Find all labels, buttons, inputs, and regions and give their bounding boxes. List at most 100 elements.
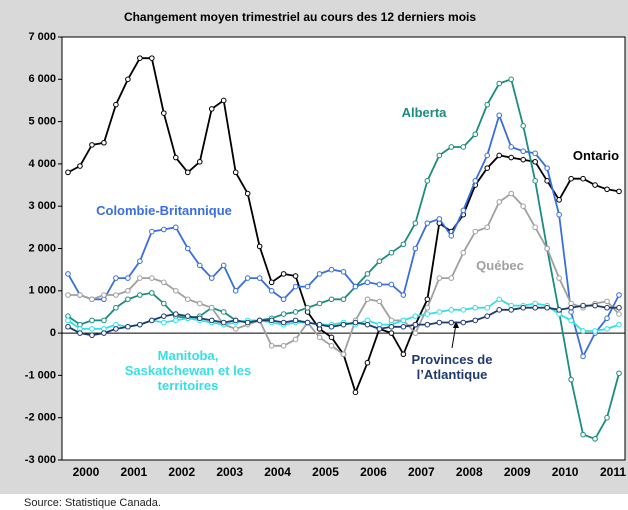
- point: [208, 317, 215, 324]
- point: [580, 328, 586, 334]
- point: [196, 262, 203, 269]
- point: [328, 266, 335, 273]
- point: [616, 304, 622, 311]
- point: [280, 311, 287, 317]
- point: [376, 258, 383, 264]
- point: [196, 315, 203, 322]
- point: [101, 292, 107, 298]
- x-tick-label: 2009: [504, 465, 531, 479]
- point: [220, 309, 227, 315]
- point: [280, 342, 287, 349]
- point: [77, 292, 83, 298]
- point: [256, 243, 263, 250]
- point: [556, 275, 562, 281]
- point: [113, 101, 119, 108]
- point: [65, 317, 71, 324]
- point: [472, 317, 479, 324]
- point: [184, 313, 191, 319]
- point: [616, 292, 622, 298]
- point: [220, 262, 227, 269]
- point: [436, 152, 443, 159]
- point: [304, 283, 311, 290]
- point: [520, 203, 526, 209]
- point: [65, 271, 71, 277]
- point: [460, 307, 467, 313]
- point: [388, 323, 395, 330]
- x-tick-label: 2000: [73, 465, 100, 479]
- x-tick-label: 2007: [408, 465, 435, 479]
- point: [388, 281, 395, 288]
- source: Source: Statistique Canada.: [24, 497, 161, 509]
- point: [532, 304, 538, 311]
- point: [328, 323, 335, 330]
- point: [89, 317, 95, 324]
- point: [544, 304, 550, 311]
- point: [244, 190, 251, 197]
- point: [137, 292, 143, 298]
- point: [149, 275, 155, 281]
- point: [280, 296, 287, 303]
- point: [424, 220, 431, 226]
- point: [256, 317, 263, 324]
- series-label: Ontario: [572, 148, 620, 163]
- point: [472, 178, 479, 184]
- point: [436, 309, 443, 315]
- point: [149, 228, 155, 235]
- y-tick-label: 0: [50, 327, 56, 339]
- point: [520, 304, 526, 311]
- point: [149, 317, 155, 324]
- point: [412, 220, 419, 226]
- point: [125, 288, 131, 294]
- point: [484, 165, 491, 171]
- point: [244, 275, 251, 281]
- point: [496, 80, 503, 87]
- point: [496, 199, 503, 205]
- point: [172, 154, 179, 161]
- y-tick-label: 7 000: [28, 31, 56, 43]
- point: [364, 296, 371, 303]
- point: [532, 150, 538, 157]
- point: [280, 271, 287, 277]
- point: [424, 321, 431, 328]
- point: [436, 216, 443, 222]
- point: [424, 178, 431, 184]
- point: [137, 55, 143, 61]
- x-tick-label: 2004: [264, 465, 291, 479]
- point: [400, 351, 407, 358]
- point: [556, 211, 562, 218]
- point: [101, 317, 107, 324]
- point: [352, 389, 359, 396]
- series-label: Québec: [476, 258, 524, 273]
- point: [364, 359, 371, 366]
- point: [592, 182, 598, 188]
- point: [604, 186, 610, 193]
- point: [436, 275, 443, 281]
- point: [580, 302, 586, 309]
- point: [125, 76, 131, 83]
- point: [376, 298, 383, 305]
- point: [484, 101, 491, 108]
- point: [460, 207, 467, 214]
- point: [125, 296, 131, 303]
- point: [244, 319, 251, 326]
- point: [340, 351, 347, 358]
- point: [113, 304, 119, 311]
- arrow-head: [453, 321, 459, 328]
- point: [125, 323, 131, 330]
- point: [161, 279, 167, 286]
- point: [532, 158, 538, 165]
- point: [412, 321, 419, 328]
- point: [208, 304, 215, 311]
- point: [316, 321, 323, 328]
- point: [316, 300, 323, 307]
- point: [196, 158, 203, 165]
- point: [448, 319, 455, 326]
- point: [448, 144, 455, 150]
- point: [544, 178, 550, 184]
- point: [304, 319, 311, 326]
- x-tick-label: 2005: [312, 465, 339, 479]
- point: [376, 326, 383, 332]
- x-tick-label: 2003: [216, 465, 243, 479]
- point: [424, 304, 431, 311]
